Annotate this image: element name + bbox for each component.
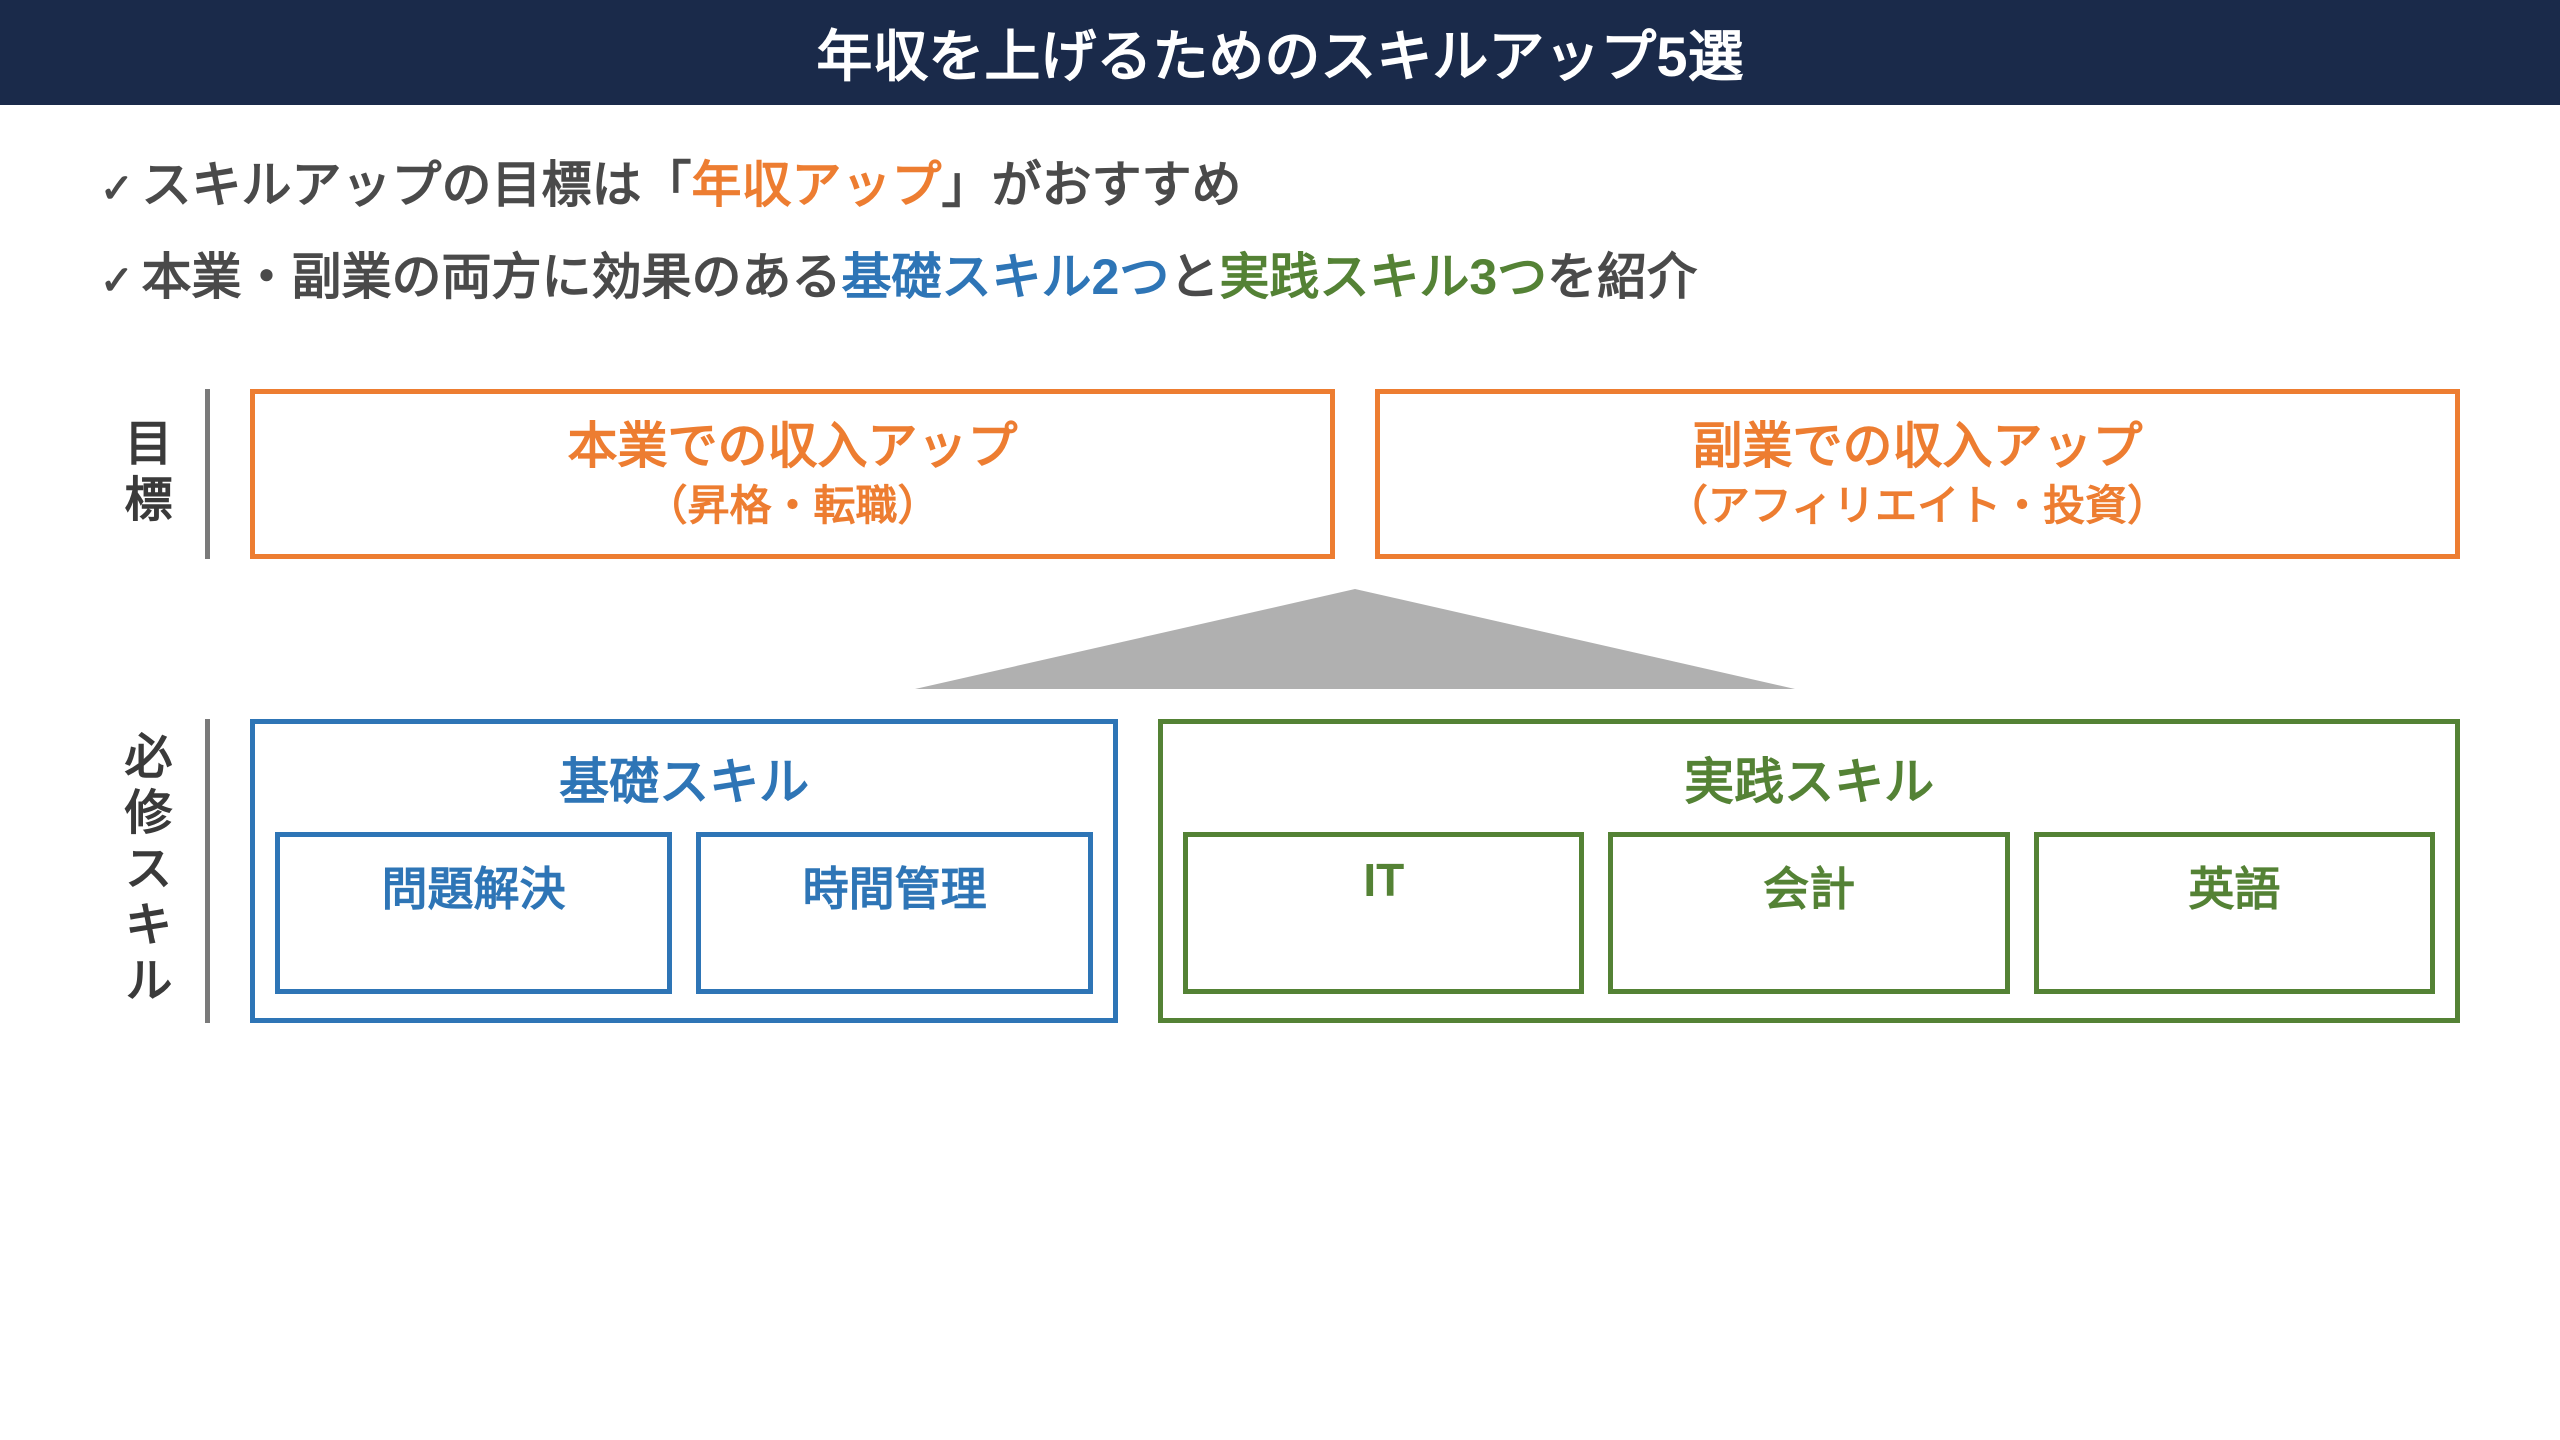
check-icon: ✓ [100,166,134,212]
arrow-up-icon [915,589,1795,689]
practical-title: 実践スキル [1684,742,1934,814]
content-area: ✓ スキルアップの目標は「年収アップ」がおすすめ ✓ 本業・副業の両方に効果のあ… [0,105,2560,1023]
row-label-skills: 必修スキル [100,719,210,1023]
bullet1-post: 」がおすすめ [942,157,1242,213]
bullet1-highlight: 年収アップ [692,157,942,213]
practical-items: IT 会計 英語 [1183,832,2435,994]
goal-box-side: 副業での収入アップ （アフィリエイト・投資） [1375,389,2460,559]
bullet2-pre: 本業・副業の両方に効果のある [142,249,842,305]
basic-items: 問題解決 時間管理 [275,832,1093,994]
bullet2-blue: 基礎スキル2つ [842,249,1170,305]
skill-item-time: 時間管理 [696,832,1093,994]
basic-title: 基礎スキル [559,742,809,814]
bullet2-mid: と [1169,249,1219,305]
goal-side-sub: （アフィリエイト・投資） [1390,479,2445,534]
goal-side-title: 副業での収入アップ [1390,414,2445,479]
skill-group-basic: 基礎スキル 問題解決 時間管理 [250,719,1118,1023]
skills-body: 基礎スキル 問題解決 時間管理 実践スキル IT 会計 英語 [250,719,2460,1023]
check-icon: ✓ [100,258,134,304]
skill-item-problem: 問題解決 [275,832,672,994]
page-title: 年収を上げるためのスキルアップ5選 [816,25,1743,88]
bullet-line-2: ✓ 本業・副業の両方に効果のある基礎スキル2つと実践スキル3つを紹介 [100,237,2460,309]
bullet2-post: を紹介 [1547,249,1697,305]
goals-body: 本業での収入アップ （昇格・転職） 副業での収入アップ （アフィリエイト・投資） [250,389,2460,559]
bullet-line-1: ✓ スキルアップの目標は「年収アップ」がおすすめ [100,145,2460,217]
row-label-goal: 目標 [100,389,210,559]
arrow-container [250,589,2460,689]
skill-item-it: IT [1183,832,1584,994]
goal-box-main: 本業での収入アップ （昇格・転職） [250,389,1335,559]
goal-main-title: 本業での収入アップ [265,414,1320,479]
skill-group-practical: 実践スキル IT 会計 英語 [1158,719,2460,1023]
diagram: 目標 本業での収入アップ （昇格・転職） 副業での収入アップ （アフィリエイト・… [100,389,2460,1023]
title-bar: 年収を上げるためのスキルアップ5選 [0,0,2560,105]
skill-item-accounting: 会計 [1608,832,2009,994]
bullet2-green: 実践スキル3つ [1219,249,1547,305]
goals-row: 目標 本業での収入アップ （昇格・転職） 副業での収入アップ （アフィリエイト・… [100,389,2460,559]
skill-item-english: 英語 [2034,832,2435,994]
skills-row: 必修スキル 基礎スキル 問題解決 時間管理 実践スキル IT 会計 英語 [100,719,2460,1023]
goal-main-sub: （昇格・転職） [265,479,1320,534]
bullet1-pre: スキルアップの目標は「 [142,157,692,213]
bullet-list: ✓ スキルアップの目標は「年収アップ」がおすすめ ✓ 本業・副業の両方に効果のあ… [100,145,2460,309]
